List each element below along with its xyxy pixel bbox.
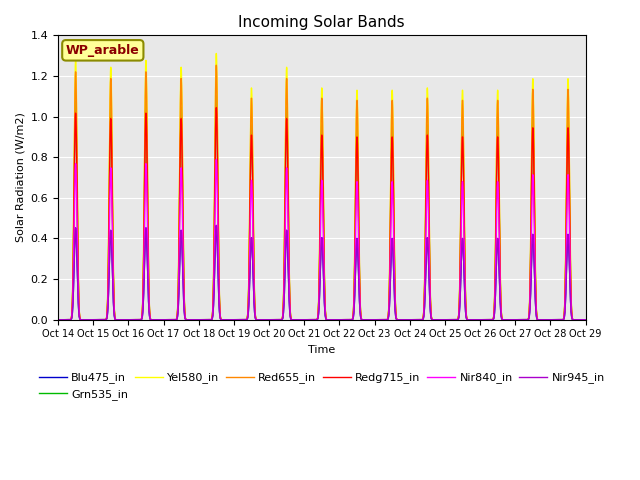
Redg715_in	[212, 105, 220, 110]
Redg715_in	[54, 317, 62, 323]
Line: Red655_in: Red655_in	[58, 65, 586, 320]
Grn535_in	[161, 317, 169, 323]
Nir945_in	[470, 317, 477, 323]
Red655_in	[470, 317, 477, 323]
Blu475_in	[580, 317, 588, 323]
Nir840_in	[582, 317, 589, 323]
Red655_in	[167, 317, 175, 323]
Grn535_in	[54, 317, 62, 323]
Nir945_in	[582, 317, 589, 323]
Grn535_in	[212, 93, 220, 99]
Nir840_in	[167, 317, 175, 323]
Red655_in	[161, 317, 169, 323]
Red655_in	[582, 317, 589, 323]
Nir945_in	[252, 316, 259, 322]
Redg715_in	[582, 317, 589, 323]
Title: Incoming Solar Bands: Incoming Solar Bands	[239, 15, 405, 30]
Grn535_in	[167, 317, 175, 323]
Redg715_in	[395, 317, 403, 323]
Yel580_in	[580, 317, 588, 323]
Red655_in	[580, 317, 588, 323]
Line: Redg715_in: Redg715_in	[58, 108, 586, 320]
Nir840_in	[470, 317, 477, 323]
Red655_in	[54, 317, 62, 323]
Nir840_in	[54, 317, 62, 323]
Nir840_in	[161, 317, 169, 323]
Blu475_in	[470, 317, 477, 323]
Blu475_in	[395, 317, 403, 323]
Yel580_in	[470, 317, 477, 323]
Blu475_in	[167, 317, 175, 323]
Yel580_in	[54, 317, 62, 323]
Nir945_in	[212, 223, 220, 228]
Line: Grn535_in: Grn535_in	[58, 96, 586, 320]
Nir945_in	[161, 317, 169, 323]
Nir840_in	[252, 315, 259, 321]
Yel580_in	[252, 314, 259, 320]
Nir840_in	[395, 317, 403, 323]
Nir945_in	[167, 317, 175, 323]
Blu475_in	[161, 317, 169, 323]
Yel580_in	[212, 50, 220, 56]
Grn535_in	[395, 317, 403, 323]
Blu475_in	[212, 223, 220, 228]
Grn535_in	[470, 317, 477, 323]
Red655_in	[395, 317, 403, 323]
Redg715_in	[580, 317, 588, 323]
Yel580_in	[161, 317, 169, 323]
Red655_in	[252, 314, 259, 320]
Text: WP_arable: WP_arable	[66, 44, 140, 57]
Redg715_in	[252, 315, 259, 321]
Blu475_in	[252, 316, 259, 322]
Nir945_in	[54, 317, 62, 323]
Red655_in	[212, 62, 220, 68]
Yel580_in	[582, 317, 589, 323]
Line: Blu475_in: Blu475_in	[58, 226, 586, 320]
Grn535_in	[582, 317, 589, 323]
Redg715_in	[167, 317, 175, 323]
Grn535_in	[252, 315, 259, 321]
Yel580_in	[395, 317, 403, 323]
Yel580_in	[167, 317, 175, 323]
Line: Yel580_in: Yel580_in	[58, 53, 586, 320]
Nir945_in	[395, 317, 403, 323]
Nir945_in	[580, 317, 588, 323]
Grn535_in	[580, 317, 588, 323]
Nir840_in	[212, 156, 220, 162]
Redg715_in	[161, 317, 169, 323]
Legend: Blu475_in, Grn535_in, Yel580_in, Red655_in, Redg715_in, Nir840_in, Nir945_in: Blu475_in, Grn535_in, Yel580_in, Red655_…	[35, 368, 609, 404]
X-axis label: Time: Time	[308, 345, 335, 355]
Y-axis label: Solar Radiation (W/m2): Solar Radiation (W/m2)	[15, 113, 25, 242]
Blu475_in	[582, 317, 589, 323]
Nir840_in	[580, 317, 588, 323]
Blu475_in	[54, 317, 62, 323]
Line: Nir945_in: Nir945_in	[58, 226, 586, 320]
Redg715_in	[470, 317, 477, 323]
Line: Nir840_in: Nir840_in	[58, 159, 586, 320]
